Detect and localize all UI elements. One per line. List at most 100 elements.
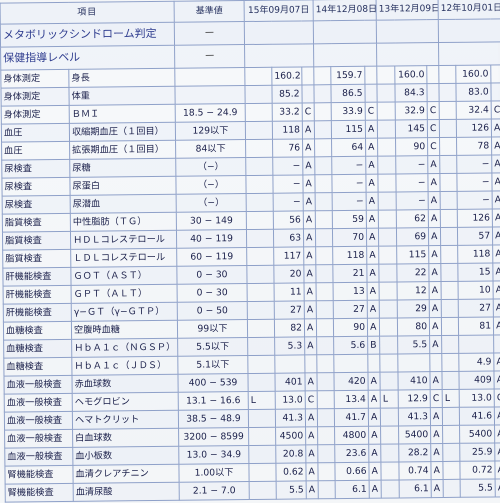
item-header: 項目 [0, 1, 175, 25]
category-cell: 肝機能検査 [3, 303, 72, 323]
test-name-cell: 拡張期血圧（１回目） [69, 140, 176, 160]
reference-cell: 38.5 − 48.9 [178, 409, 249, 429]
value-cell: − [395, 173, 429, 192]
grade-cell: A [494, 406, 500, 425]
value-cell: 56 [273, 210, 304, 230]
hl-flag-cell [441, 335, 459, 354]
grade-cell: A [428, 227, 441, 246]
value-cell: 4500 [275, 426, 306, 446]
value-cell: 401 [274, 372, 306, 392]
value-cell: 10 [458, 280, 494, 300]
value-cell: 5400 [398, 425, 431, 444]
grade-cell: A [493, 352, 500, 371]
reference-cell: （−） [175, 175, 247, 195]
reference-cell: 5.5以下 [177, 337, 248, 357]
value-cell: 6.1 [399, 479, 432, 498]
hl-flag-cell [439, 173, 458, 192]
reference-cell: 18.5 − 24.9 [175, 103, 246, 123]
category-cell: 血圧 [1, 141, 70, 161]
grade-cell: A [303, 192, 316, 211]
value-cell [333, 354, 369, 373]
grade-cell: A [368, 408, 381, 427]
hl-flag-cell [442, 443, 461, 462]
value-cell: 13.0 [459, 388, 495, 408]
hl-flag-cell [316, 300, 334, 319]
grade-cell [364, 66, 378, 85]
hl-flag-cell [379, 353, 399, 373]
grade-cell: A [492, 244, 500, 263]
value-cell: 13.0 [275, 390, 306, 410]
test-name-cell: 身長 [68, 68, 175, 88]
test-name-cell: 尿蛋白 [69, 176, 177, 196]
value-cell: 159.7 [330, 66, 365, 85]
value-cell: 69 [396, 227, 429, 246]
value-cell: − [273, 192, 304, 212]
grade-cell: A [491, 136, 500, 155]
reference-cell: 2.1 − 7.0 [179, 481, 250, 501]
date-header: 12年10月01日 [438, 0, 500, 20]
value-cell: 118 [457, 244, 493, 264]
value-cell: 5400 [459, 424, 495, 444]
grade-cell [301, 84, 315, 103]
grade-cell: A [492, 262, 500, 281]
value-cell: 118 [332, 246, 367, 265]
value-cell: 13.4 [334, 390, 369, 409]
hl-flag-cell [315, 264, 334, 283]
hl-flag-cell [378, 263, 398, 283]
value-cell: 12 [397, 281, 430, 300]
reference-cell [174, 85, 246, 105]
hl-flag-cell [379, 317, 398, 337]
grade-cell: A [429, 299, 442, 318]
value-cell: − [395, 155, 428, 174]
hl-flag-cell [245, 121, 273, 140]
test-name-cell: 尿糖 [69, 158, 176, 178]
category-cell: 血糖検査 [3, 339, 72, 359]
hl-flag-cell [441, 317, 459, 336]
value-cell: 90 [333, 318, 368, 337]
hl-flag-cell [380, 425, 399, 445]
category-cell: 腎機能検査 [5, 483, 74, 503]
hl-flag-cell [438, 65, 457, 84]
value-cell: 83.0 [456, 82, 492, 102]
hl-flag-cell [380, 407, 399, 427]
hl-flag-cell [315, 246, 333, 265]
hl-flag-cell [249, 481, 277, 500]
hl-flag-cell: L [248, 391, 276, 410]
reference-cell: 129以下 [175, 121, 246, 141]
row-label: 保健指導レベル [0, 45, 175, 71]
grade-cell: A [427, 173, 441, 192]
grade-cell: A [365, 156, 378, 175]
value-cell: − [332, 192, 367, 211]
hl-flag-cell [378, 245, 397, 265]
grade-cell: A [302, 120, 315, 139]
value-cell: 33.2 [272, 102, 303, 122]
test-name-cell: ＨＤＬコレステロール [70, 230, 177, 250]
value-cell: 5.5 [276, 480, 307, 500]
reference-value: － [174, 21, 245, 46]
value-cell: 85.2 [271, 84, 303, 104]
grade-cell: A [302, 174, 316, 193]
value-cell: 70 [332, 228, 367, 247]
hl-flag-cell [378, 227, 397, 247]
value-cell: 160.0 [455, 64, 492, 84]
grade-cell: A [305, 408, 318, 427]
value-cell: 27 [458, 298, 494, 318]
value-cell: 115 [331, 120, 366, 139]
hl-flag-cell [315, 210, 333, 229]
category-cell: 血糖検査 [3, 321, 72, 341]
value-cell: 22 [396, 263, 430, 282]
category-cell: 血液一般検査 [4, 429, 73, 449]
category-cell: 血液一般検査 [4, 411, 73, 431]
hl-flag-cell [315, 228, 333, 247]
category-cell: 血液一般検査 [3, 375, 73, 395]
hl-flag-cell [314, 156, 332, 175]
reference-cell: 0 − 30 [177, 283, 248, 303]
grade-cell: A [365, 174, 379, 193]
hl-flag-cell [247, 283, 275, 302]
test-name-cell: ヘマトクリット [72, 410, 179, 430]
grade-cell [491, 82, 500, 101]
test-name-cell: 血清クレアチニン [72, 464, 180, 484]
value-cell: − [457, 190, 493, 210]
value-cell: 21 [332, 264, 368, 283]
grade-cell: A [491, 172, 500, 191]
